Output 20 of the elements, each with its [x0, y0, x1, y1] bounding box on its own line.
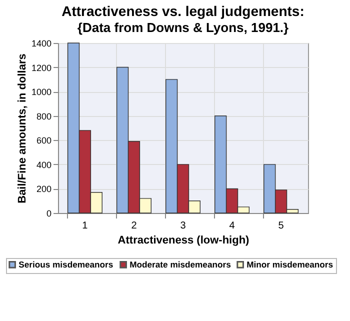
y-axis-title: Bail/Fine amounts, in dollars — [16, 54, 28, 204]
y-tick-label: 200 — [36, 184, 52, 194]
y-tick-label: 600 — [36, 136, 52, 146]
x-tick-label: 3 — [180, 220, 186, 232]
y-tick-label: 400 — [36, 160, 52, 170]
y-tick-label: 1400 — [31, 38, 52, 48]
legend-label: Serious misdemeanors — [18, 260, 114, 270]
y-tick-label: 1200 — [31, 62, 52, 73]
legend-label: Minor misdemeanors — [246, 260, 334, 270]
y-tick-label: 1000 — [31, 87, 52, 98]
chart-title: Attractiveness vs. legal judgements: — [62, 3, 304, 19]
x-tick-label: 2 — [131, 220, 138, 232]
x-axis-title: Attractiveness (low-high) — [118, 234, 250, 246]
x-tick-label: 4 — [229, 220, 236, 232]
chart-subtitle: {Data from Downs & Lyons, 1991.} — [77, 20, 289, 35]
y-tick-label: 0 — [46, 208, 52, 218]
x-tick-label: 1 — [82, 220, 88, 232]
y-tick-label: 800 — [36, 111, 52, 122]
x-tick-label: 5 — [278, 220, 284, 232]
legend-label: Moderate misdemeanors — [130, 260, 232, 270]
